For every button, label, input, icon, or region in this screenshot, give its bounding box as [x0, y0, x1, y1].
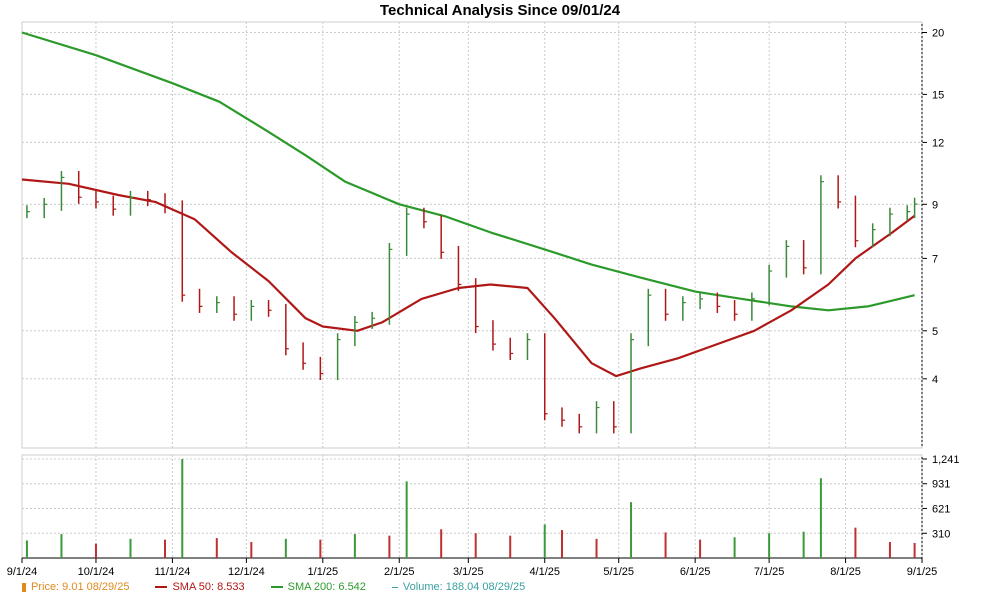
- volume-bar: [802, 531, 805, 558]
- volume-bar: [768, 533, 771, 558]
- legend-item: Volume: 188.04 08/29/25: [391, 581, 526, 593]
- time-tick-label: 9/1/24: [7, 566, 38, 578]
- volume-bar: [474, 533, 477, 558]
- volume-bar: [440, 529, 443, 558]
- volume-bar: [94, 543, 97, 558]
- volume-bar: [699, 539, 702, 558]
- sma-swatch-icon: [155, 586, 168, 589]
- volume-swatch-icon: [391, 586, 398, 588]
- volume-bar: [819, 478, 822, 558]
- time-tick-label: 5/1/25: [603, 566, 634, 578]
- volume-bar: [630, 502, 633, 558]
- price-swatch-icon: [22, 582, 26, 592]
- time-tick-label: 2/1/25: [384, 566, 415, 578]
- volume-bar: [164, 539, 167, 558]
- price-tick-label: 5: [932, 326, 938, 338]
- sma200-line: [21, 31, 915, 312]
- volume-bar: [509, 535, 512, 558]
- price-tick-label: 9: [932, 199, 938, 211]
- volume-bar: [353, 534, 356, 558]
- time-tick-label: 1/1/25: [308, 566, 339, 578]
- legend-label: Price: 9.01 08/29/25: [31, 581, 130, 593]
- chart-legend: Price: 9.01 08/29/25 SMA 50: 8.533 SMA 200…: [22, 581, 551, 595]
- legend-label: SMA 50: 8.533: [172, 581, 245, 593]
- price-tick-label: 7: [932, 253, 938, 265]
- legend-item: Price: 9.01 08/29/25: [22, 581, 129, 593]
- price-tick-label: 20: [932, 27, 944, 39]
- volume-bar: [543, 524, 546, 558]
- volume-bar: [913, 542, 916, 558]
- volume-bar: [388, 535, 391, 558]
- legend-label: Volume: 188.04 08/29/25: [402, 581, 526, 593]
- volume-bar: [561, 530, 563, 558]
- sma-swatch-icon: [270, 586, 283, 589]
- price-tick-label: 15: [932, 89, 944, 101]
- volume-bar: [319, 539, 322, 558]
- volume-panel-frame: [21, 454, 923, 559]
- volume-bar: [733, 537, 736, 558]
- volume-bar: [181, 459, 184, 558]
- volume-bar: [60, 534, 63, 558]
- time-tick-label: 10/1/24: [78, 566, 115, 578]
- volume-bar: [250, 542, 253, 558]
- time-tick-label: 12/1/24: [228, 566, 265, 578]
- volume-bar: [888, 542, 891, 558]
- time-tick-label: 4/1/25: [529, 566, 560, 578]
- volume-tick-label: 931: [932, 479, 950, 491]
- legend-label: SMA 200: 6.542: [287, 581, 366, 593]
- volume-tick-label: 310: [932, 528, 950, 540]
- time-tick-label: 11/1/24: [154, 566, 190, 578]
- time-tick-label: 8/1/25: [830, 566, 861, 578]
- volume-bar: [284, 538, 287, 558]
- sma50-line: [21, 178, 916, 378]
- volume-tick-label: 1,241: [932, 454, 960, 466]
- volume-bar: [405, 481, 408, 558]
- volume-bar: [854, 527, 857, 558]
- volume-bar: [25, 540, 28, 558]
- time-tick-label: 9/1/25: [907, 566, 938, 578]
- legend-item: SMA 50: 8.533: [155, 581, 245, 593]
- time-tick-label: 3/1/25: [453, 566, 484, 578]
- price-tick-label: 12: [932, 137, 944, 149]
- volume-bar: [664, 532, 667, 558]
- price-panel-frame: [21, 21, 923, 449]
- chart-title: Technical Analysis Since 09/01/24: [379, 2, 621, 19]
- volume-bar: [215, 538, 218, 558]
- volume-bar: [595, 538, 598, 558]
- time-tick-label: 7/1/25: [754, 566, 785, 578]
- price-tick-label: 4: [932, 374, 938, 386]
- time-tick-label: 6/1/25: [680, 566, 711, 578]
- volume-tick-label: 621: [932, 503, 950, 515]
- legend-item: SMA 200: 6.542: [270, 581, 366, 593]
- volume-bar: [129, 538, 132, 558]
